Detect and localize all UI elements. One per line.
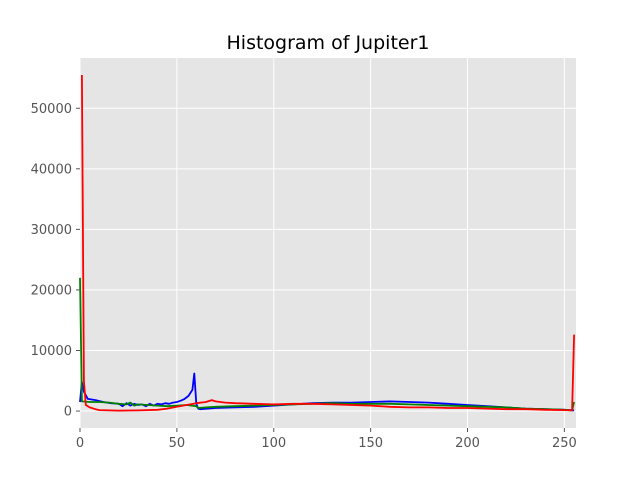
x-tick-label: 0 (76, 436, 84, 451)
x-tick-label: 150 (358, 436, 383, 451)
y-tick-label: 0 (64, 405, 72, 420)
x-tick-label: 50 (169, 436, 186, 451)
y-tick-label: 40000 (31, 162, 72, 177)
chart-title: Histogram of Jupiter1 (227, 32, 430, 54)
series-line-2 (81, 74, 575, 412)
x-tick-label: 200 (455, 436, 480, 451)
axis-ticks: 0 50 100 150 200 250 0 10000 20000 30000 40000 5000… (31, 102, 577, 451)
series-line-1 (79, 277, 575, 412)
y-tick-label: 30000 (31, 223, 72, 238)
grid-lines (79, 58, 576, 428)
y-tick-label: 20000 (31, 283, 72, 298)
plot-area (80, 58, 576, 428)
series-layer (79, 74, 575, 412)
x-tick-label: 250 (552, 436, 577, 451)
x-tick-label: 100 (261, 436, 286, 451)
y-tick-label: 50000 (31, 102, 72, 117)
y-tick-label: 10000 (31, 344, 72, 359)
